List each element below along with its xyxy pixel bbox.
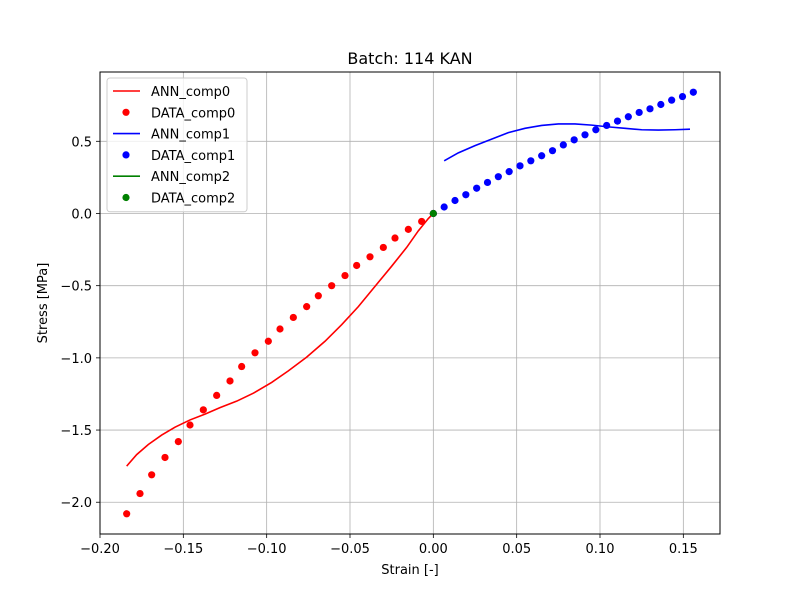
series-line-ANN_comp1 bbox=[443, 123, 691, 162]
data-point-DATA_comp1 bbox=[581, 131, 589, 139]
x-tick-label: 0.00 bbox=[419, 542, 448, 557]
x-tick-label: −0.05 bbox=[330, 542, 370, 557]
data-point-DATA_comp1 bbox=[516, 162, 524, 170]
data-point-DATA_comp1 bbox=[613, 117, 622, 125]
data-point-DATA_comp1 bbox=[559, 141, 567, 149]
data-point-DATA_comp0 bbox=[341, 271, 349, 280]
data-point-DATA_comp1 bbox=[635, 108, 643, 117]
legend-label-DATA_comp1: DATA_comp1 bbox=[151, 149, 235, 164]
data-point-DATA_comp0 bbox=[199, 406, 207, 414]
data-point-DATA_comp0 bbox=[264, 337, 272, 345]
series-line-ANN_comp0 bbox=[126, 212, 434, 467]
data-point-DATA_comp1 bbox=[473, 184, 481, 192]
x-tick-label: −0.20 bbox=[80, 542, 120, 557]
y-tick-label: −1.0 bbox=[60, 352, 92, 367]
data-point-DATA_comp0 bbox=[276, 325, 284, 333]
data-point-DATA_comp1 bbox=[538, 152, 546, 160]
data-point-DATA_comp1 bbox=[678, 92, 687, 101]
y-tick-label: −2.0 bbox=[60, 496, 92, 511]
data-point-DATA_comp0 bbox=[186, 421, 194, 429]
data-point-DATA_comp0 bbox=[328, 282, 336, 290]
legend-label-DATA_comp2: DATA_comp2 bbox=[151, 192, 235, 207]
legend: ANN_comp0 DATA_comp0 ANN_comp1 DATA_comp1 AN… bbox=[106, 77, 248, 213]
y-tick-label: 0.0 bbox=[71, 207, 92, 222]
x-tick-label: −0.10 bbox=[247, 542, 287, 557]
y-tick-label: −0.5 bbox=[60, 280, 92, 295]
data-point-DATA_comp2 bbox=[429, 209, 437, 218]
data-layer bbox=[123, 88, 697, 518]
data-point-DATA_comp0 bbox=[148, 471, 156, 479]
legend-box bbox=[106, 77, 248, 213]
data-point-DATA_comp0 bbox=[123, 510, 131, 518]
chart-title: Batch: 114 KAN bbox=[347, 49, 472, 68]
data-point-DATA_comp1 bbox=[668, 96, 676, 104]
y-axis-label: Stress [MPa] bbox=[36, 263, 51, 344]
data-point-DATA_comp1 bbox=[462, 191, 470, 199]
data-point-DATA_comp0 bbox=[289, 313, 297, 322]
data-point-DATA_comp0 bbox=[418, 217, 426, 226]
data-point-DATA_comp0 bbox=[174, 438, 182, 446]
legend-label-ANN_comp2: ANN_comp2 bbox=[151, 170, 230, 185]
data-point-DATA_comp1 bbox=[624, 113, 632, 121]
data-point-DATA_comp1 bbox=[494, 173, 502, 181]
data-point-DATA_comp1 bbox=[483, 178, 492, 187]
legend-swatch-DATA_comp2 bbox=[122, 193, 130, 202]
y-tick-label: −1.5 bbox=[60, 424, 92, 439]
data-point-DATA_comp0 bbox=[251, 349, 259, 357]
data-point-DATA_comp0 bbox=[353, 261, 361, 270]
data-point-DATA_comp1 bbox=[505, 168, 513, 176]
data-point-DATA_comp0 bbox=[238, 362, 246, 371]
legend-swatch-DATA_comp0 bbox=[122, 108, 130, 116]
data-point-DATA_comp1 bbox=[548, 147, 557, 155]
x-tick-label: −0.15 bbox=[163, 542, 203, 557]
legend-label-DATA_comp0: DATA_comp0 bbox=[151, 106, 235, 121]
data-point-DATA_comp1 bbox=[440, 203, 448, 211]
x-axis-label: Strain [-] bbox=[381, 563, 438, 578]
data-point-DATA_comp1 bbox=[646, 105, 654, 113]
data-point-DATA_comp1 bbox=[657, 100, 665, 109]
data-point-DATA_comp1 bbox=[603, 121, 611, 130]
data-point-DATA_comp0 bbox=[314, 292, 322, 300]
legend-label-ANN_comp0: ANN_comp0 bbox=[151, 85, 230, 100]
data-point-DATA_comp0 bbox=[404, 225, 412, 233]
data-point-DATA_comp0 bbox=[213, 391, 221, 399]
data-point-DATA_comp1 bbox=[451, 196, 459, 205]
data-point-DATA_comp1 bbox=[570, 136, 578, 144]
data-point-DATA_comp0 bbox=[391, 234, 399, 242]
data-point-DATA_comp0 bbox=[366, 253, 374, 261]
data-point-DATA_comp0 bbox=[379, 243, 387, 252]
grid-layer bbox=[99, 72, 720, 534]
x-tick-label: 0.15 bbox=[669, 542, 698, 557]
data-point-DATA_comp1 bbox=[527, 157, 535, 165]
plot-frame bbox=[99, 71, 721, 535]
data-point-DATA_comp1 bbox=[592, 126, 600, 134]
data-point-DATA_comp0 bbox=[161, 453, 169, 462]
data-point-DATA_comp0 bbox=[136, 489, 144, 498]
data-point-DATA_comp1 bbox=[689, 88, 697, 96]
data-point-DATA_comp0 bbox=[303, 303, 311, 311]
legend-label-ANN_comp1: ANN_comp1 bbox=[151, 128, 230, 143]
data-point-DATA_comp0 bbox=[226, 377, 234, 385]
legend-swatch-DATA_comp1 bbox=[122, 151, 130, 159]
tick-layer: −0.20 −0.15 −0.10 −0.05 0.00 0.05 0.10 0.15 −2.0… bbox=[60, 135, 697, 557]
x-tick-label: 0.05 bbox=[502, 542, 531, 557]
x-tick-label: 0.10 bbox=[586, 542, 615, 557]
y-tick-label: 0.5 bbox=[71, 135, 92, 150]
